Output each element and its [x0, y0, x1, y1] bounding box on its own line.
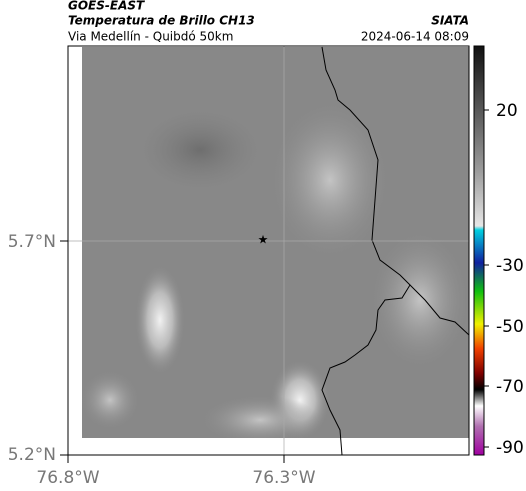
colorbar-label: -30 — [496, 256, 524, 276]
imagery — [82, 47, 469, 438]
lat-label: 5.2°N — [8, 445, 56, 465]
region: Via Medellín - Quibdó 50km — [68, 30, 233, 44]
source: SIATA — [431, 14, 469, 28]
lat-label: 5.7°N — [8, 232, 56, 252]
colorbar-label: -50 — [496, 317, 524, 337]
colorbar — [473, 45, 485, 456]
lon-label: 76.3°W — [252, 468, 315, 488]
map-frame — [67, 45, 470, 456]
border — [409, 284, 470, 336]
lon-label: 76.8°W — [36, 468, 99, 488]
colorbar-label: -70 — [496, 377, 524, 397]
colorbar-label: 20 — [496, 101, 518, 121]
timestamp: 2024-06-14 08:09 — [361, 30, 469, 44]
satellite: GOES-EAST — [68, 0, 145, 13]
product: Temperatura de Brillo CH13 — [68, 14, 255, 28]
location-star: ★ — [258, 233, 269, 247]
colorbar-label: -90 — [496, 438, 524, 458]
border — [321, 46, 411, 456]
colorbar-ticks — [484, 109, 489, 448]
